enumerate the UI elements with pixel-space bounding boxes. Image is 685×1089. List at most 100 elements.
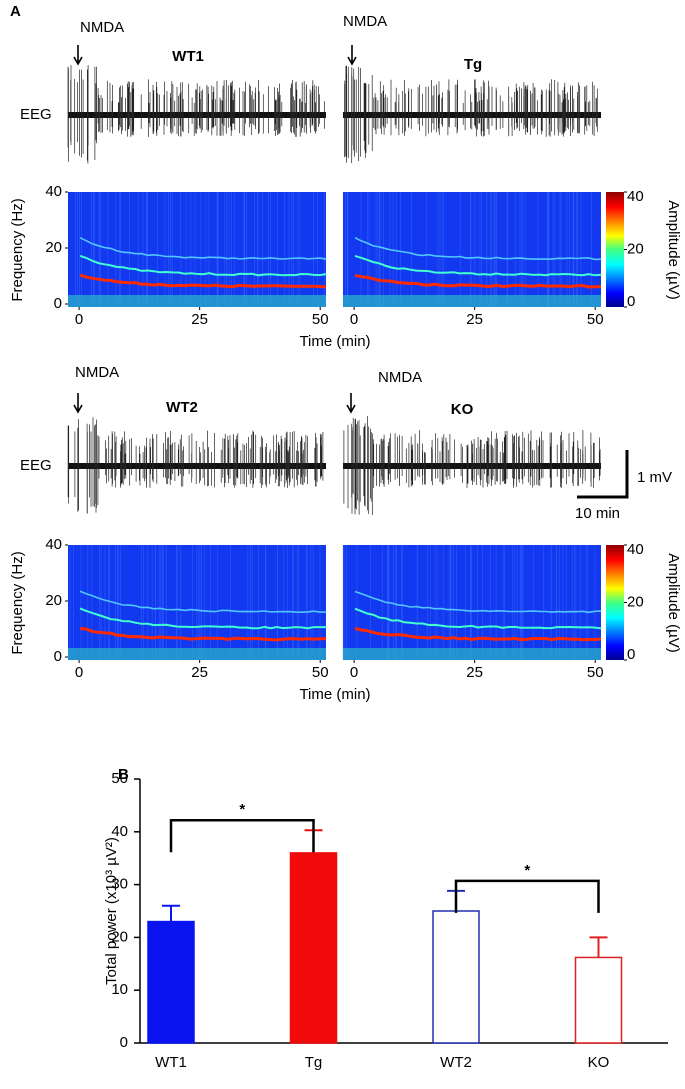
colorbar — [606, 545, 624, 660]
significance-bracket — [454, 879, 600, 913]
y-axis-label: Total power (x10³ µV²) — [103, 837, 120, 985]
bar — [574, 956, 623, 1044]
x-tick-label: 50 — [312, 311, 329, 328]
x-tick-label: 0 — [350, 311, 358, 328]
arrow — [73, 393, 83, 414]
annotation: NMDA — [75, 364, 119, 381]
spectrogram-low-band — [68, 295, 326, 307]
arrow — [346, 393, 356, 414]
x-tick-label: 25 — [466, 311, 483, 328]
annotation: NMDA — [80, 19, 124, 36]
annotation: NMDA — [378, 369, 422, 386]
annotation: NMDA — [343, 13, 387, 30]
spectrogram-band — [79, 273, 327, 289]
arrow — [347, 45, 357, 66]
spectrogram-texture — [342, 545, 596, 660]
spectrogram — [68, 192, 326, 307]
colorbar-label: Amplitude (µV) — [665, 553, 682, 653]
y-tick-label: 40 — [45, 536, 62, 553]
spectrogram-low-band — [343, 648, 601, 660]
panel-title: Tg — [464, 56, 482, 73]
eeg-trace — [344, 65, 598, 164]
spectrogram — [343, 545, 601, 660]
scale-bar — [577, 450, 629, 499]
spectrogram-band — [79, 590, 326, 614]
y-tick-label: 20 — [111, 928, 128, 945]
y-tick-label: 10 — [111, 981, 128, 998]
eeg-baseline — [343, 463, 601, 469]
panel-label: B — [118, 766, 129, 783]
x-tick-label: 50 — [312, 664, 329, 681]
spectrogram-band — [354, 590, 602, 614]
x-tick-label: 50 — [587, 664, 604, 681]
spectrogram-band — [354, 273, 602, 289]
x-tick-label: KO — [588, 1054, 610, 1071]
y-tick-label: 0 — [54, 648, 62, 665]
spectrogram-low-band — [343, 295, 601, 307]
y-axis-label: Frequency (Hz) — [9, 551, 26, 654]
y-tick-label: 20 — [45, 239, 62, 256]
x-tick-label: 25 — [191, 664, 208, 681]
x-tick-label: 50 — [587, 311, 604, 328]
spectrogram-texture — [345, 192, 592, 307]
x-axis-label: Time (min) — [299, 686, 370, 703]
colorbar-tick-label: 20 — [627, 593, 644, 610]
y-tick-label: 40 — [45, 183, 62, 200]
x-tick-label: 0 — [75, 664, 83, 681]
spectrogram-band — [79, 254, 327, 277]
y-axis-label: Frequency (Hz) — [9, 198, 26, 301]
eeg-trace — [67, 65, 325, 164]
significance-label: * — [239, 801, 245, 818]
panel-title: WT2 — [166, 399, 198, 416]
arrow — [73, 45, 83, 66]
panel-title: WT1 — [172, 48, 204, 65]
x-tick-label: 0 — [75, 311, 83, 328]
spectrogram-low-band — [68, 648, 326, 660]
scale-label: 1 mV — [637, 469, 672, 486]
significance-bracket — [169, 818, 315, 853]
colorbar-label: Amplitude (µV) — [665, 200, 682, 300]
y-tick-label: 30 — [111, 876, 128, 893]
colorbar-tick-label: 20 — [627, 240, 644, 257]
y-tick-label: 20 — [45, 592, 62, 609]
bar — [289, 852, 338, 1044]
y-tick-label: 0 — [120, 1034, 128, 1051]
x-tick-label: Tg — [305, 1054, 323, 1071]
bar — [432, 910, 480, 1044]
x-tick-label: 0 — [350, 664, 358, 681]
spectrogram-band — [79, 236, 327, 260]
panel-label: A — [10, 3, 21, 20]
colorbar-tick-label: 0 — [627, 293, 635, 310]
x-tick-label: 25 — [466, 664, 483, 681]
trace-label: EEG — [20, 106, 52, 123]
x-tick-label: 25 — [191, 311, 208, 328]
y-tick-label: 0 — [54, 295, 62, 312]
spectrogram-band — [354, 236, 602, 261]
spectrogram-band — [79, 607, 326, 630]
colorbar — [606, 192, 624, 307]
x-axis-label: Time (min) — [299, 333, 370, 350]
spectrogram-band — [354, 254, 602, 277]
scale-label: 10 min — [575, 505, 620, 522]
significance-label: * — [524, 862, 530, 879]
colorbar-tick-label: 40 — [627, 541, 644, 558]
y-tick-label: 50 — [111, 770, 128, 787]
trace-label: EEG — [20, 457, 52, 474]
eeg-trace — [67, 417, 324, 514]
panel-title: KO — [451, 401, 474, 418]
spectrogram — [343, 192, 601, 307]
spectrogram-texture — [69, 545, 321, 660]
x-tick-label: WT2 — [440, 1054, 472, 1071]
colorbar-tick-label: 0 — [627, 646, 635, 663]
spectrogram-band — [354, 607, 602, 630]
spectrogram-band — [79, 626, 327, 642]
eeg-baseline — [68, 463, 326, 469]
y-tick-label: 40 — [111, 823, 128, 840]
colorbar-tick-label: 40 — [627, 188, 644, 205]
spectrogram-texture — [75, 192, 325, 307]
bar — [147, 920, 195, 1044]
eeg-trace — [343, 416, 601, 516]
spectrogram-band — [354, 627, 602, 642]
x-tick-label: WT1 — [155, 1054, 187, 1071]
